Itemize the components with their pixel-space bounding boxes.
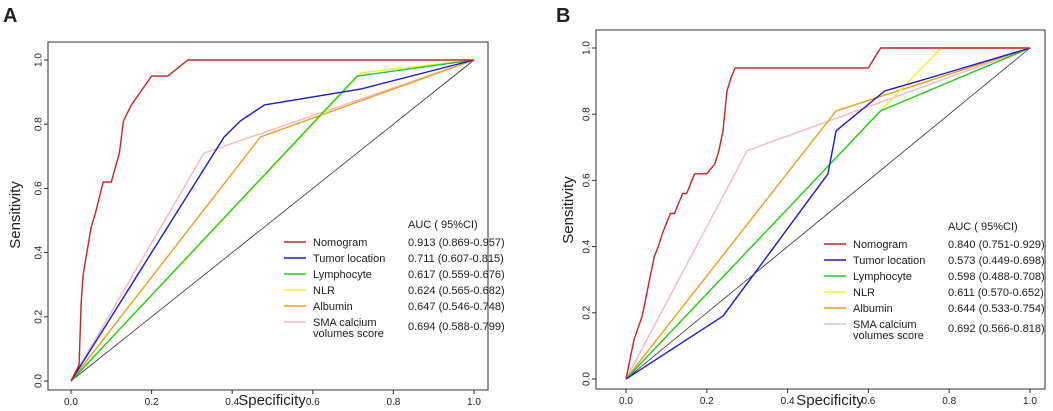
- x-axis-label: Specificity: [238, 392, 306, 409]
- legend-label: Albumin: [313, 301, 353, 313]
- roc-curve-tumor-location: [70, 59, 475, 382]
- legend-label: Tumor location: [313, 253, 385, 265]
- roc-curve-lymphocyte: [625, 47, 1031, 380]
- legend-auc-value: 0.647 (0.546-0.748): [408, 301, 505, 313]
- roc-curve-nomogram: [625, 47, 1030, 380]
- y-tick-label: 0.6: [34, 181, 45, 195]
- legend-label: Nomogram: [313, 237, 367, 249]
- legend-auc-value: 0.617 (0.559-0.676): [408, 269, 505, 281]
- legend-header: AUC ( 95%CI): [408, 219, 478, 231]
- legend: AUC ( 95%CI) Nomogram 0.913 (0.869-0.957) T…: [284, 219, 505, 340]
- y-tick-label: 0.6: [582, 173, 593, 187]
- x-tick-label: 0.8: [386, 397, 400, 408]
- x-tick-label: 0.2: [145, 397, 159, 408]
- y-tick-label: 1.0: [582, 41, 593, 55]
- legend-header: AUC ( 95%CI): [948, 221, 1018, 233]
- x-tick-label: 1.0: [467, 397, 481, 408]
- legend-label: Lymphocyte: [853, 271, 912, 283]
- y-tick-label: 0.0: [34, 374, 45, 388]
- legend-label: Nomogram: [853, 239, 907, 251]
- legend-auc-value: 0.694 (0.588-0.799): [408, 321, 505, 333]
- legend-auc-value: 0.573 (0.449-0.698): [948, 255, 1045, 267]
- plot-frame: [47, 41, 489, 391]
- roc-curve-sma-calcium-volumes-score: [625, 47, 1031, 380]
- x-tick-label: 0.6: [306, 397, 320, 408]
- x-tick-label: 0.6: [861, 396, 875, 407]
- legend-auc-value: 0.692 (0.566-0.818): [948, 323, 1045, 335]
- x-tick-label: 0.4: [781, 396, 795, 407]
- y-tick-label: 0.4: [582, 239, 593, 253]
- y-axis-label: Sensitivity: [560, 176, 577, 244]
- roc-curve-nomogram: [70, 59, 474, 382]
- plot-frame: [595, 29, 1046, 390]
- panel-label: A: [3, 5, 17, 27]
- x-tick-label: 0.4: [225, 397, 239, 408]
- panel-label: B: [556, 5, 570, 27]
- legend-auc-value: 0.624 (0.565-0.682): [408, 285, 505, 297]
- roc-panel-a: A 0.0 0.2 0.4 0.6 0.8 1.0 0.0 0.2 0.4 0.6 0.8 1.0 Spe…: [3, 5, 505, 409]
- legend: AUC ( 95%CI) Nomogram 0.840 (0.751-0.929) T…: [824, 221, 1045, 342]
- roc-curve-tumor-location: [625, 47, 1031, 380]
- legend-auc-value: 0.840 (0.751-0.929): [948, 239, 1045, 251]
- x-tick-label: 0.8: [942, 396, 956, 407]
- y-tick-label: 0.4: [34, 245, 45, 259]
- legend-label: SMA calcium volumes score: [853, 319, 924, 342]
- legend-label: SMA calcium volumes score: [313, 317, 384, 340]
- roc-curve-albumin: [70, 59, 475, 382]
- legend-label: NLR: [853, 287, 875, 299]
- x-axis-label: Specificity: [796, 392, 864, 409]
- legend-auc-value: 0.711 (0.607-0.815): [408, 253, 504, 265]
- legend-auc-value: 0.611 (0.570-0.652): [948, 287, 1044, 299]
- y-axis-label: Sensitivity: [7, 181, 24, 249]
- legend-label: NLR: [313, 285, 335, 297]
- x-tick-label: 0.2: [700, 396, 714, 407]
- x-tick-label: 1.0: [1023, 396, 1037, 407]
- legend-auc-value: 0.913 (0.869-0.957): [408, 237, 505, 249]
- roc-curve-lymphocyte: [70, 59, 475, 382]
- legend-auc-value: 0.598 (0.488-0.708): [948, 271, 1045, 283]
- y-tick-label: 0.8: [582, 107, 593, 121]
- x-tick-label: 0.0: [64, 397, 78, 408]
- x-tick-label: 0.0: [619, 396, 633, 407]
- roc-panel-b: B 0.0 0.2 0.4 0.6 0.8 1.0 0.0 0.2 0.4 0.6 0.8 1.0 Spe…: [556, 5, 1046, 409]
- legend-auc-value: 0.644 (0.533-0.754): [948, 303, 1045, 315]
- roc-curve-albumin: [625, 47, 1031, 380]
- y-tick-label: 0.8: [34, 117, 45, 131]
- y-tick-label: 0.2: [582, 305, 593, 319]
- reference-diagonal: [70, 59, 475, 382]
- y-tick-label: 1.0: [34, 53, 45, 67]
- legend-label: Tumor location: [853, 255, 925, 267]
- y-tick-label: 0.2: [34, 309, 45, 323]
- roc-curve-sma-calcium-volumes-score: [70, 59, 475, 382]
- y-tick-label: 0.0: [582, 372, 593, 386]
- legend-label: Lymphocyte: [313, 269, 372, 281]
- reference-diagonal: [625, 47, 1031, 380]
- legend-label: Albumin: [853, 303, 893, 315]
